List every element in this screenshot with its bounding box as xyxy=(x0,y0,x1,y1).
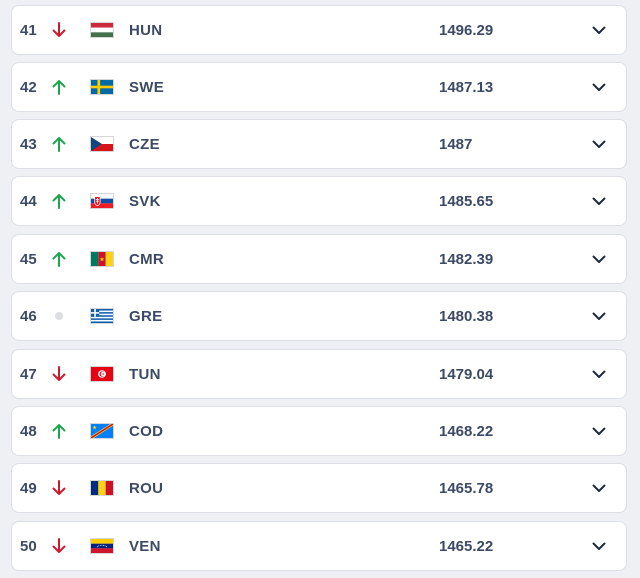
rank-number: 47 xyxy=(20,365,37,383)
chevron-down-icon[interactable] xyxy=(590,21,608,39)
chevron-down-icon[interactable] xyxy=(590,250,608,268)
ranking-row[interactable]: 45 CMR 1482.39 xyxy=(11,234,627,284)
rank-number: 50 xyxy=(20,537,37,555)
no-change-dot-icon xyxy=(50,307,68,325)
flag-venezuela-icon xyxy=(90,538,114,554)
chevron-down-icon[interactable] xyxy=(590,307,608,325)
country-code: GRE xyxy=(129,307,163,325)
arrow-down-icon xyxy=(50,365,68,383)
chevron-down-icon[interactable] xyxy=(590,537,608,555)
arrow-up-icon xyxy=(50,422,68,440)
rank-number: 49 xyxy=(20,479,37,497)
ranking-row[interactable]: 41 HUN 1496.29 xyxy=(11,5,627,55)
arrow-up-icon xyxy=(50,135,68,153)
arrow-up-icon xyxy=(50,192,68,210)
chevron-down-icon[interactable] xyxy=(590,135,608,153)
flag-tunisia-icon xyxy=(90,366,114,382)
rank-number: 41 xyxy=(20,21,37,39)
country-code: VEN xyxy=(129,537,161,555)
points-value: 1482.39 xyxy=(439,250,494,268)
points-value: 1487.13 xyxy=(439,78,494,96)
ranking-row[interactable]: 49 ROU 1465.78 xyxy=(11,463,627,513)
rank-number: 46 xyxy=(20,307,37,325)
country-code: COD xyxy=(129,422,164,440)
country-code: CMR xyxy=(129,250,165,268)
flag-greece-icon xyxy=(90,308,114,324)
rank-number: 43 xyxy=(20,135,37,153)
arrow-down-icon xyxy=(50,537,68,555)
country-code: ROU xyxy=(129,479,164,497)
ranking-row[interactable]: 44 SVK 1485.65 xyxy=(11,176,627,226)
flag-hungary-icon xyxy=(90,22,114,38)
points-value: 1496.29 xyxy=(439,21,494,39)
arrow-up-icon xyxy=(50,250,68,268)
ranking-row[interactable]: 43 CZE 1487 xyxy=(11,119,627,169)
ranking-row[interactable]: 46 GRE 1480.38 xyxy=(11,291,627,341)
country-code: SVK xyxy=(129,192,161,210)
flag-romania-icon xyxy=(90,480,114,496)
ranking-row[interactable]: 48 COD 1468.22 xyxy=(11,406,627,456)
arrow-up-icon xyxy=(50,78,68,96)
country-code: SWE xyxy=(129,78,165,96)
points-value: 1468.22 xyxy=(439,422,494,440)
chevron-down-icon[interactable] xyxy=(590,365,608,383)
arrow-down-icon xyxy=(50,21,68,39)
flag-sweden-icon xyxy=(90,79,114,95)
flag-slovakia-icon xyxy=(90,193,114,209)
ranking-row[interactable]: 42 SWE 1487.13 xyxy=(11,62,627,112)
points-value: 1465.22 xyxy=(439,537,494,555)
points-value: 1487 xyxy=(439,135,473,153)
flag-dr-congo-icon xyxy=(90,423,114,439)
country-code: HUN xyxy=(129,21,163,39)
points-value: 1479.04 xyxy=(439,365,494,383)
points-value: 1485.65 xyxy=(439,192,494,210)
chevron-down-icon[interactable] xyxy=(590,78,608,96)
ranking-row[interactable]: 47 TUN 1479.04 xyxy=(11,349,627,399)
ranking-row[interactable]: 50 VEN 1465.22 xyxy=(11,521,627,571)
rank-number: 48 xyxy=(20,422,37,440)
chevron-down-icon[interactable] xyxy=(590,192,608,210)
points-value: 1465.78 xyxy=(439,479,494,497)
flag-czechia-icon xyxy=(90,136,114,152)
country-code: CZE xyxy=(129,135,160,153)
arrow-down-icon xyxy=(50,479,68,497)
rank-number: 42 xyxy=(20,78,37,96)
rank-number: 44 xyxy=(20,192,37,210)
chevron-down-icon[interactable] xyxy=(590,479,608,497)
flag-cameroon-icon xyxy=(90,251,114,267)
points-value: 1480.38 xyxy=(439,307,494,325)
country-code: TUN xyxy=(129,365,161,383)
rank-number: 45 xyxy=(20,250,37,268)
chevron-down-icon[interactable] xyxy=(590,422,608,440)
